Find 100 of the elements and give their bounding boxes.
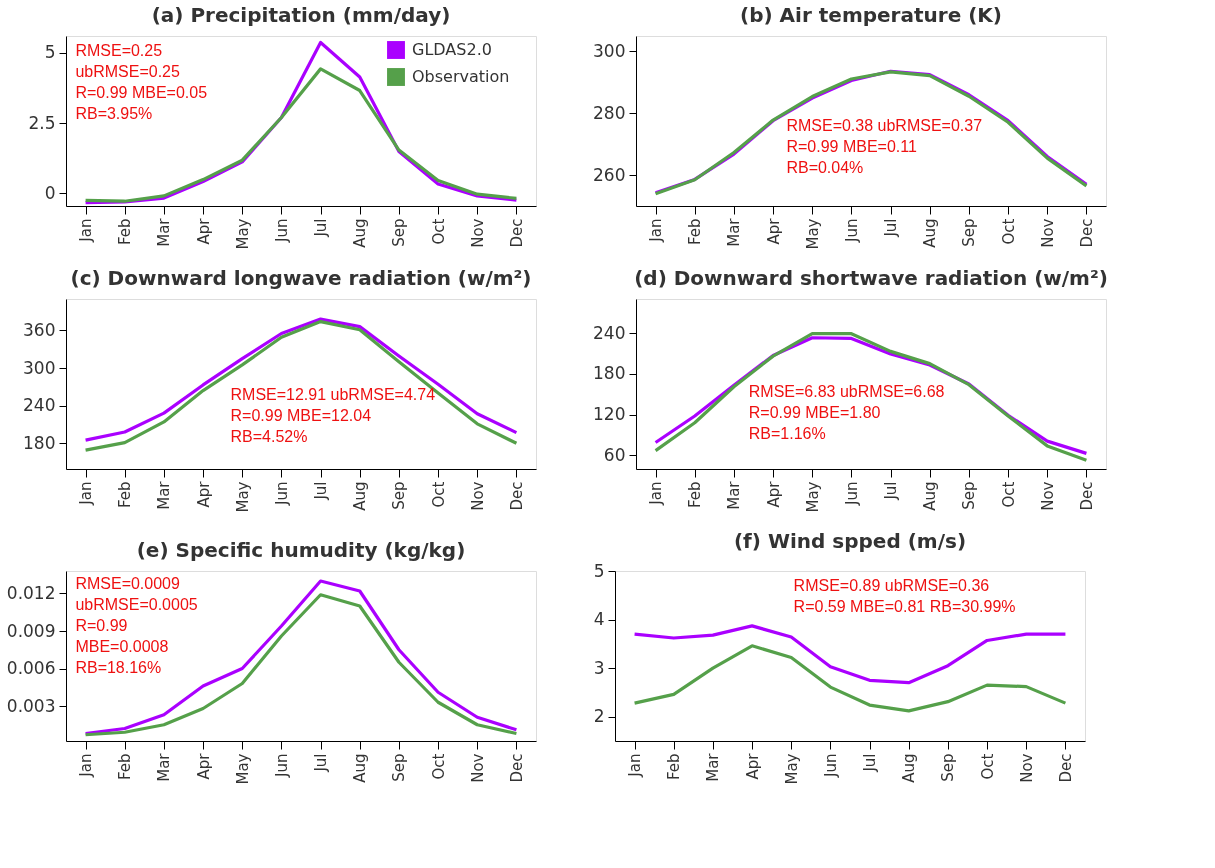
x-tick-label: Jul xyxy=(312,218,331,238)
x-tick-label: Apr xyxy=(764,217,783,245)
x-tick-label: Jan xyxy=(77,753,96,778)
x-tick-label: Apr xyxy=(743,752,762,780)
x-tick-label: Sep xyxy=(390,218,409,247)
x-tick-label: Feb xyxy=(116,481,135,509)
x-tick-label: Feb xyxy=(686,218,705,246)
y-tick-label: 240 xyxy=(23,395,56,416)
y-tick-label: 0.009 xyxy=(6,620,56,641)
x-tick-label: Jan xyxy=(647,218,666,243)
x-tick-label: Jul xyxy=(312,481,331,501)
x-tick-label: Nov xyxy=(1017,753,1036,783)
x-tick-label: Oct xyxy=(429,218,448,245)
y-tick-label: 2 xyxy=(593,706,605,727)
chart-title: (f) Wind spped (m/s) xyxy=(733,529,967,553)
x-tick-label: Dec xyxy=(1056,753,1075,783)
x-tick-label: Apr xyxy=(194,217,213,245)
x-tick-label: Dec xyxy=(507,218,526,248)
chart-title: (d) Downward shortwave radiation (w/m²) xyxy=(634,266,1108,290)
x-tick-label: Aug xyxy=(921,481,940,511)
x-tick-label: Jun xyxy=(842,218,861,243)
x-tick-label: Feb xyxy=(116,753,135,781)
x-tick-label: Oct xyxy=(429,753,448,780)
x-tick-label: Nov xyxy=(468,753,487,783)
chart-title: (e) Specific humudity (kg/kg) xyxy=(136,538,466,562)
x-tick-label: Feb xyxy=(665,753,684,781)
x-tick-label: May xyxy=(803,218,822,250)
x-tick-label: Jun xyxy=(272,753,291,778)
x-tick-label: Sep xyxy=(939,753,958,782)
x-tick-label: May xyxy=(233,481,252,513)
y-tick-label: 180 xyxy=(593,363,626,384)
y-tick-label: 300 xyxy=(593,40,626,61)
x-tick-label: Feb xyxy=(686,481,705,509)
x-tick-label: Jun xyxy=(842,481,861,506)
legend-label: GLDAS2.0 xyxy=(412,40,492,59)
x-tick-label: Mar xyxy=(155,752,174,782)
y-tick-label: 5 xyxy=(593,560,605,581)
chart-title: (c) Downward longwave radiation (w/m²) xyxy=(70,266,532,290)
x-tick-label: Sep xyxy=(390,481,409,510)
x-tick-label: Jul xyxy=(882,481,901,501)
x-tick-label: Dec xyxy=(507,481,526,511)
annotation: RMSE=0.38 ubRMSE=0.37 R=0.99 MBE=0.11 RB=0.04% xyxy=(786,116,983,176)
y-tick-label: 360 xyxy=(23,319,56,340)
x-tick-label: Oct xyxy=(978,753,997,780)
y-tick-label: 0.006 xyxy=(6,658,56,678)
x-tick-label: Jul xyxy=(861,753,880,773)
y-tick-label: 260 xyxy=(593,164,626,185)
x-tick-label: Mar xyxy=(725,217,744,247)
y-tick-label: 180 xyxy=(23,432,56,453)
line-series xyxy=(632,624,1068,685)
chart-title: (a) Precipitation (mm/day) xyxy=(151,3,451,27)
x-tick-label: Dec xyxy=(1077,218,1096,248)
x-tick-label: Dec xyxy=(507,753,526,783)
y-tick-label: 60 xyxy=(603,444,626,465)
x-tick-label: May xyxy=(233,753,252,785)
x-tick-label: Oct xyxy=(999,481,1018,508)
x-tick-label: Jun xyxy=(272,481,291,506)
x-tick-label: Aug xyxy=(900,753,919,783)
x-tick-label: Mar xyxy=(704,752,723,782)
x-tick-label: Jul xyxy=(882,218,901,238)
x-tick-label: Aug xyxy=(921,218,940,248)
x-tick-label: Nov xyxy=(468,218,487,248)
x-tick-label: Aug xyxy=(351,481,370,511)
y-tick-label: 0.012 xyxy=(6,583,56,603)
x-tick-label: Sep xyxy=(960,218,979,247)
x-tick-label: May xyxy=(233,218,252,250)
chart-title: (b) Air temperature (K) xyxy=(740,3,1002,27)
x-tick-label: Mar xyxy=(155,217,174,247)
annotation: RMSE=6.83 ubRMSE=6.68 R=0.99 MBE=1.80 RB=1.16% xyxy=(748,383,945,442)
x-tick-label: Jan xyxy=(77,218,96,243)
x-tick-label: Feb xyxy=(116,218,135,246)
x-tick-label: Jan xyxy=(626,753,645,778)
x-tick-label: May xyxy=(803,481,822,513)
x-tick-label: Dec xyxy=(1077,481,1096,511)
y-tick-label: 280 xyxy=(593,102,626,123)
x-tick-label: Oct xyxy=(429,481,448,508)
y-tick-label: 5 xyxy=(44,42,56,63)
x-tick-label: Sep xyxy=(390,753,409,782)
x-tick-label: Nov xyxy=(1038,481,1057,511)
y-tick-label: 2.5 xyxy=(28,112,56,133)
y-tick-label: 3 xyxy=(593,657,605,678)
x-tick-label: Mar xyxy=(725,480,744,510)
x-tick-label: Nov xyxy=(1038,218,1057,248)
x-tick-label: Nov xyxy=(468,481,487,511)
x-tick-label: Aug xyxy=(351,218,370,248)
x-tick-label: Mar xyxy=(155,480,174,510)
annotation: RMSE=12.91 ubRMSE=4.74 R=0.99 MBE=12.04 RB=4.52% xyxy=(230,386,436,446)
y-tick-label: 240 xyxy=(593,322,626,343)
y-tick-label: 300 xyxy=(23,357,56,378)
x-tick-label: Jan xyxy=(77,481,96,506)
x-tick-label: Jun xyxy=(821,753,840,778)
x-tick-label: Aug xyxy=(351,753,370,783)
x-tick-label: Jul xyxy=(312,753,331,773)
x-tick-label: Oct xyxy=(999,218,1018,245)
legend-label: Observation xyxy=(412,67,510,86)
y-tick-label: 4 xyxy=(593,609,605,630)
annotation: RMSE=0.25 ubRMSE=0.25 R=0.99 MBE=0.05 RB=3.95% xyxy=(75,41,208,122)
x-tick-label: Jan xyxy=(647,481,666,506)
line-series xyxy=(632,644,1068,713)
x-tick-label: Apr xyxy=(194,480,213,508)
